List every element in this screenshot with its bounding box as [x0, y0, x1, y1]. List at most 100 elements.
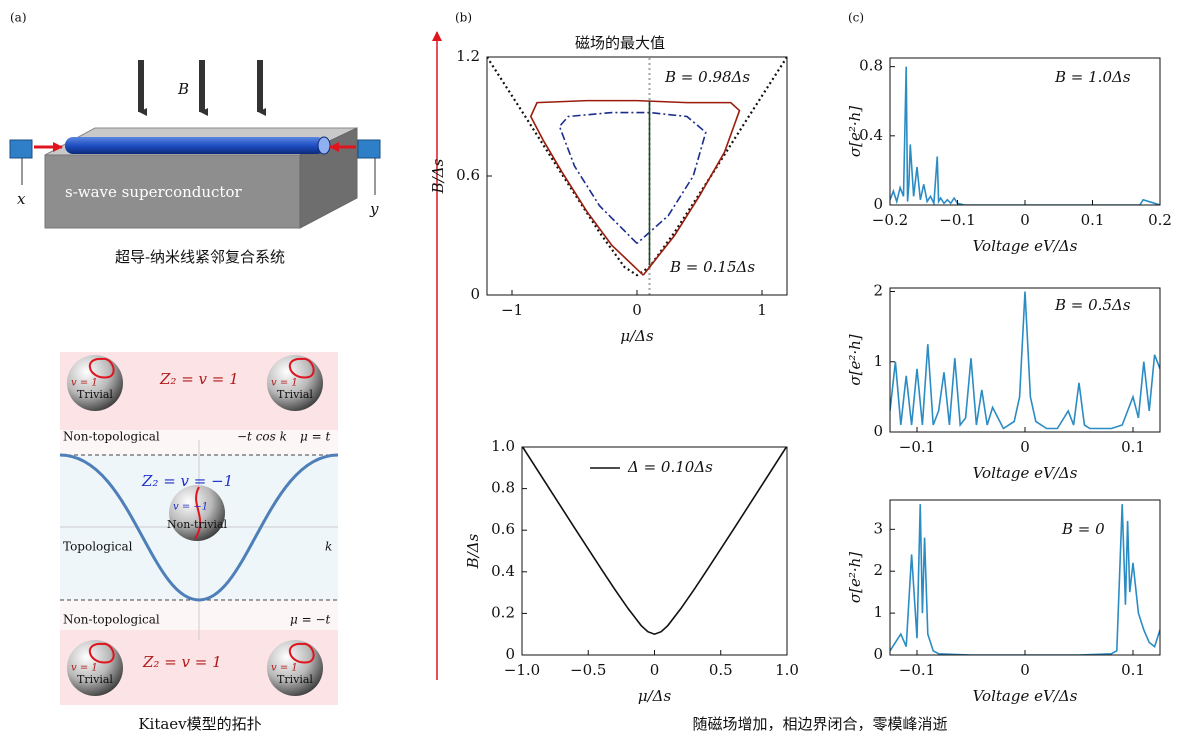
x-tick-label: −0.1 — [899, 438, 935, 456]
x-axis-label: μ/Δs — [620, 327, 654, 345]
x-tick-label: 1 — [757, 301, 767, 319]
x-tick-label: 0 — [632, 301, 642, 319]
series-line — [531, 101, 740, 276]
x-tick-label: 0 — [1020, 661, 1030, 679]
chart-title: 磁场的最大值 — [575, 34, 665, 52]
x-tick-label: −1 — [501, 301, 523, 319]
y-tick-label: 0 — [873, 422, 883, 440]
x-tick-label: 0.1 — [1121, 438, 1145, 456]
device-drawing: B s-wave superconductor x y 超导-纳米线紧邻复合系统 — [10, 60, 380, 266]
x-tick-label: 0.5 — [709, 661, 733, 679]
y-tick-label: 0.6 — [491, 520, 515, 538]
nanowire — [65, 137, 325, 154]
y-tick-label: 0 — [873, 645, 883, 663]
chart: −1 0 1 0 0.6 1.2 μ/Δs B/Δs 磁场的最大值 B = 0.98Δs B = 0… — [429, 34, 787, 345]
chart: Δ = 0.10Δs −1.0 −0.5 0 0.5 1.0 0 0.2 0.4 0.6 0.8 1.… — [464, 437, 799, 705]
lead-label: x — [17, 190, 26, 208]
region-label: Non-topological — [63, 613, 160, 627]
curve-label: −t cos k — [237, 430, 287, 444]
series-line — [890, 67, 1160, 205]
legend-label: Δ = 0.10Δs — [627, 458, 713, 476]
chart: −0.1 0 0.1 0 1 2 3 Voltage eV/Δs σ[e²·h] B = 0 — [846, 500, 1160, 705]
y-tick-label: 1 — [873, 603, 883, 621]
annotation: B = 0 — [1061, 520, 1105, 538]
y-tick-label: 0.8 — [859, 57, 883, 75]
sphere-v: v = 1 — [271, 378, 298, 389]
y-tick-label: 0.4 — [491, 562, 515, 580]
y-tick-label: 1.2 — [456, 47, 480, 65]
kitaev-diagram: Z₂ = v = 1 Non-topological −t cos k μ = … — [60, 352, 338, 733]
x-tick-label: 0 — [1020, 438, 1030, 456]
x-tick-label: 0 — [650, 661, 660, 679]
phase-label: Z₂ = v = 1 — [159, 370, 239, 388]
x-tick-label: 0.1 — [1121, 661, 1145, 679]
region-label: Topological — [63, 540, 133, 554]
x-axis-label: Voltage eV/Δs — [973, 464, 1078, 482]
y-tick-label: 0 — [505, 645, 515, 663]
y-tick-label: 2 — [873, 282, 883, 300]
substrate-label: s-wave superconductor — [65, 183, 242, 201]
y-tick-label: 1 — [873, 352, 883, 370]
sphere-v: v = 1 — [71, 663, 98, 674]
panel-label: (a) — [10, 11, 27, 25]
chart: −0.1 0 0.1 0 1 2 Voltage eV/Δs σ[e²·h] B = 0.5Δs — [846, 282, 1160, 482]
caption: 随磁场增加，相边界闭合，零模峰消逝 — [692, 715, 947, 733]
panel-label: (b) — [455, 11, 472, 25]
y-axis-label: B/Δs — [464, 533, 482, 569]
sphere-v: v = 1 — [71, 378, 98, 389]
nanowire-end — [318, 137, 330, 154]
sphere-label: Trivial — [277, 388, 313, 401]
lead — [358, 140, 380, 158]
x-tick-label: −1.0 — [504, 661, 540, 679]
y-tick-label: 2 — [873, 561, 883, 579]
region-label: μ = −t — [290, 613, 331, 627]
region-label: μ = t — [300, 430, 330, 444]
annotation: B = 0.5Δs — [1054, 296, 1131, 314]
axis-label: k — [325, 540, 332, 554]
lead-label: y — [369, 200, 379, 218]
y-tick-label: 0 — [873, 195, 883, 213]
sphere-v: v = 1 — [271, 663, 298, 674]
region-label: Non-topological — [63, 430, 160, 444]
plot-frame — [522, 447, 787, 655]
field-label: B — [177, 80, 189, 98]
charts: −1 0 1 0 0.6 1.2 μ/Δs B/Δs 磁场的最大值 B = 0.98Δs B = 0… — [429, 34, 1172, 705]
phase-label: Z₂ = v = 1 — [142, 653, 222, 671]
sphere-label: Trivial — [77, 388, 113, 401]
sphere-label: Trivial — [77, 673, 113, 686]
sphere-v: v = −1 — [173, 502, 208, 513]
x-tick-label: 0 — [1020, 211, 1030, 229]
annotation: B = 0.15Δs — [669, 258, 755, 276]
annotation: B = 0.98Δs — [664, 68, 750, 86]
series-line — [890, 504, 1160, 655]
x-axis-label: Voltage eV/Δs — [973, 237, 1078, 255]
x-tick-label: 0.1 — [1081, 211, 1105, 229]
x-tick-label: −0.1 — [899, 661, 935, 679]
sphere-label: Trivial — [277, 673, 313, 686]
caption: Kitaev模型的拓扑 — [138, 715, 261, 733]
y-tick-label: 1.0 — [491, 437, 515, 455]
x-tick-label: 1.0 — [775, 661, 799, 679]
x-tick-label: −0.1 — [939, 211, 975, 229]
caption: 超导-纳米线紧邻复合系统 — [115, 248, 285, 266]
y-axis-label: σ[e²·h] — [846, 552, 864, 603]
annotation: B = 1.0Δs — [1054, 68, 1131, 86]
x-tick-label: −0.2 — [872, 211, 908, 229]
y-axis-label: σ[e²·h] — [846, 334, 864, 385]
lead — [10, 140, 32, 158]
x-tick-label: −0.5 — [570, 661, 606, 679]
y-tick-label: 0 — [470, 285, 480, 303]
series-line — [560, 113, 706, 244]
sphere-label: Non-trivial — [167, 518, 228, 531]
x-axis-label: Voltage eV/Δs — [973, 687, 1078, 705]
y-axis-label: B/Δs — [429, 158, 447, 194]
x-axis-label: μ/Δs — [638, 687, 672, 705]
y-tick-label: 0.2 — [491, 603, 515, 621]
y-tick-label: 0.8 — [491, 479, 515, 497]
y-tick-label: 0.6 — [456, 166, 480, 184]
figure: (a) (b) (c) B s-wave superconductor x y … — [0, 0, 1179, 743]
y-tick-label: 3 — [873, 519, 883, 537]
x-tick-label: 0.2 — [1148, 211, 1172, 229]
y-axis-label: σ[e²·h] — [846, 106, 864, 157]
